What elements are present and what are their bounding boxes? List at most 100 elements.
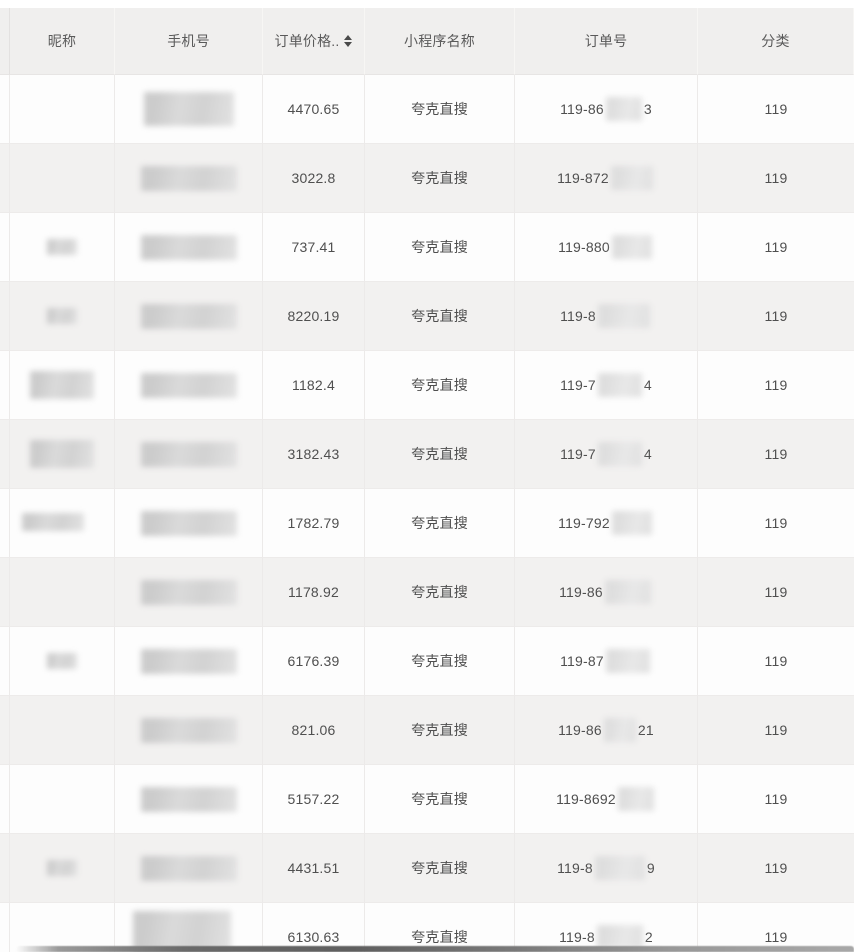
order-price-value: 6176.39 [287, 653, 340, 669]
order-price-cell: 3182.43 [263, 420, 365, 489]
order-number-cell: 119-8 9 [515, 834, 698, 903]
table-row: 1178.92 夸克直搜 119-86 119 [0, 558, 854, 627]
category-cell: 119 [698, 696, 854, 765]
miniapp-name-cell: 夸克直搜 [365, 282, 515, 351]
miniapp-name-value: 夸克直搜 [411, 377, 468, 393]
redacted-nickname [30, 440, 94, 468]
redacted-phone [140, 165, 237, 191]
redacted-phone [140, 372, 237, 398]
order-number-suffix: 4 [643, 446, 652, 462]
category-cell: 119 [698, 75, 854, 144]
row-gutter-cell [0, 144, 10, 213]
table-row: 821.06 夸克直搜 119-86 21 119 [0, 696, 854, 765]
category-cell: 119 [698, 351, 854, 420]
phone-cell [115, 144, 263, 213]
order-number-suffix: 2 [644, 929, 653, 945]
order-number-prefix: 119-8 [557, 860, 593, 876]
table-row: 5157.22 夸克直搜 119-8692 119 [0, 765, 854, 834]
nickname-cell [10, 765, 115, 834]
table-row: 4470.65 夸克直搜 119-86 3 119 [0, 75, 854, 144]
table-row: 3182.43 夸克直搜 119-7 4 119 [0, 420, 854, 489]
table-row: 4431.51 夸克直搜 119-8 9 119 [0, 834, 854, 903]
category-cell: 119 [698, 765, 854, 834]
column-header-miniapp: 小程序名称 [365, 8, 515, 75]
category-value: 119 [764, 722, 788, 738]
order-number-prefix: 119-7 [560, 446, 596, 462]
table-row: 6130.63 夸克直搜 119-8 2 119 [0, 903, 854, 952]
table-header-row: 昵称 手机号 订单价格.. 小程序名称 订单号 分类 [0, 8, 854, 75]
category-value: 119 [764, 239, 788, 255]
redacted-order-digits [597, 304, 650, 328]
order-price-cell: 1782.79 [263, 489, 365, 558]
order-price-value: 5157.22 [287, 791, 340, 807]
order-number-cell: 119-87 [515, 627, 698, 696]
miniapp-name-cell: 夸克直搜 [365, 144, 515, 213]
redacted-order-digits [605, 97, 642, 121]
phone-cell [115, 351, 263, 420]
miniapp-name-cell: 夸克直搜 [365, 903, 515, 952]
order-price-cell: 5157.22 [263, 765, 365, 834]
order-number-cell: 119-880 [515, 213, 698, 282]
category-value: 119 [764, 791, 788, 807]
column-header-nickname: 昵称 [10, 8, 115, 75]
row-gutter-cell [0, 213, 10, 282]
nickname-cell [10, 144, 115, 213]
redacted-phone [140, 303, 237, 329]
row-gutter-cell [0, 696, 10, 765]
top-spacer [0, 0, 854, 8]
miniapp-name-cell: 夸克直搜 [365, 696, 515, 765]
column-header-price[interactable]: 订单价格.. [263, 8, 365, 75]
caret-up-icon [344, 35, 353, 40]
phone-cell [115, 420, 263, 489]
category-cell: 119 [698, 558, 854, 627]
order-number-prefix: 119-86 [559, 584, 603, 600]
miniapp-name-value: 夸克直搜 [411, 239, 468, 255]
row-gutter-cell [0, 75, 10, 144]
miniapp-name-value: 夸克直搜 [411, 515, 468, 531]
row-gutter-cell [0, 282, 10, 351]
column-header-order: 订单号 [515, 8, 698, 75]
table-body: 4470.65 夸克直搜 119-86 3 119 3022.8 夸克直搜 119-872 11… [0, 75, 854, 952]
table-row: 8220.19 夸克直搜 119-8 119 [0, 282, 854, 351]
order-price-value: 3022.8 [291, 170, 336, 186]
category-value: 119 [764, 929, 788, 945]
caret-up-down-icon[interactable] [344, 35, 353, 47]
order-number-cell: 119-8 2 [515, 903, 698, 952]
bottom-scrollbar[interactable] [16, 946, 854, 952]
order-price-cell: 8220.19 [263, 282, 365, 351]
order-price-cell: 4431.51 [263, 834, 365, 903]
nickname-cell [10, 75, 115, 144]
redacted-order-digits [603, 718, 636, 742]
redacted-nickname [47, 308, 77, 324]
nickname-cell [10, 834, 115, 903]
column-header-label: 订单号 [584, 33, 628, 49]
row-gutter-cell [0, 420, 10, 489]
phone-cell [115, 696, 263, 765]
redacted-nickname [47, 860, 77, 876]
nickname-cell [10, 213, 115, 282]
miniapp-name-value: 夸克直搜 [411, 653, 468, 669]
order-price-value: 1182.4 [292, 377, 335, 393]
row-gutter-cell [0, 489, 10, 558]
row-gutter-cell [0, 351, 10, 420]
redacted-phone [140, 855, 237, 881]
column-header-phone: 手机号 [115, 8, 263, 75]
column-header-label: 小程序名称 [404, 33, 475, 49]
category-value: 119 [764, 377, 788, 393]
order-price-value: 8220.19 [287, 308, 340, 324]
redacted-order-digits [605, 649, 650, 673]
table-row: 6176.39 夸克直搜 119-87 119 [0, 627, 854, 696]
nickname-cell [10, 489, 115, 558]
miniapp-name-cell: 夸克直搜 [365, 834, 515, 903]
miniapp-name-value: 夸克直搜 [411, 860, 468, 876]
order-price-cell: 6130.63 [263, 903, 365, 952]
row-gutter-cell [0, 834, 10, 903]
miniapp-name-value: 夸克直搜 [411, 584, 468, 600]
order-number-prefix: 119-872 [557, 170, 609, 186]
row-gutter-cell [0, 627, 10, 696]
order-number-cell: 119-7 4 [515, 351, 698, 420]
miniapp-name-cell: 夸克直搜 [365, 213, 515, 282]
orders-table: 昵称 手机号 订单价格.. 小程序名称 订单号 分类 4470.65 夸克直搜 119-86 3… [0, 8, 854, 952]
table-row: 737.41 夸克直搜 119-880 119 [0, 213, 854, 282]
order-price-value: 4431.51 [287, 860, 340, 876]
